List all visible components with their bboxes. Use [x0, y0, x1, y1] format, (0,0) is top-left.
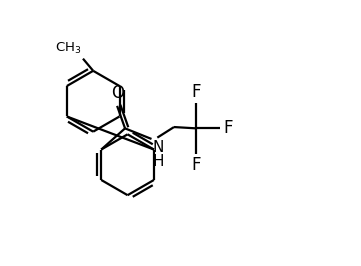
Text: N
H: N H	[152, 140, 164, 169]
Text: F: F	[223, 119, 232, 137]
Text: O: O	[111, 84, 124, 102]
Text: CH$_3$: CH$_3$	[55, 41, 82, 56]
Text: F: F	[192, 156, 201, 174]
Text: F: F	[192, 82, 201, 101]
